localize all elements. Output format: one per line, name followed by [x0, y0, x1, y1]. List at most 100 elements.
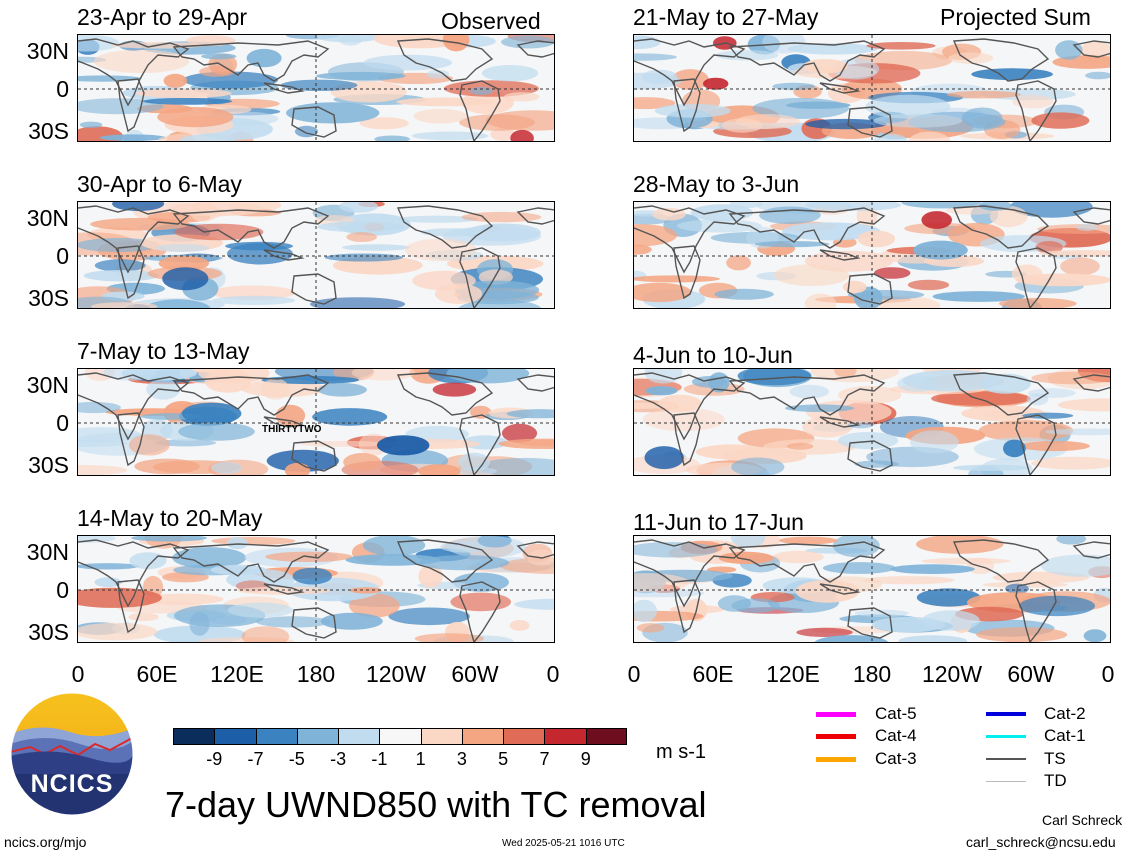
anomaly-blob: [854, 460, 899, 468]
colorbar-tick-label: 9: [580, 749, 591, 769]
legend-label: TD: [1044, 771, 1067, 790]
colorbar: [173, 728, 627, 745]
anomaly-blob: [131, 536, 207, 542]
anomaly-blob: [752, 97, 849, 119]
anomaly-blob: [90, 217, 190, 231]
anomaly-blob: [715, 50, 779, 61]
anomaly-blob: [503, 92, 540, 102]
anomaly-blob: [237, 586, 331, 595]
coastline: [459, 581, 501, 642]
anomaly-blob: [432, 382, 477, 397]
anomaly-blob: [317, 383, 367, 397]
coastline: [459, 80, 501, 141]
legend-swatch-td: [986, 781, 1026, 782]
map-panel-observed-3: [77, 368, 555, 476]
anomaly-blob: [873, 113, 963, 128]
colorbar-tick-label: -7: [247, 749, 264, 769]
anomaly-blob: [485, 110, 554, 131]
anomaly-blob: [343, 453, 381, 472]
map-panel-projected-4: [633, 535, 1111, 643]
coastline: [634, 539, 746, 608]
anomaly-blob: [396, 97, 493, 107]
anomaly-blob: [907, 279, 950, 291]
lon-label: 0: [546, 661, 560, 687]
lon-label: 60E: [136, 661, 178, 687]
colorbar-tick-label: 5: [498, 749, 509, 769]
coastline: [396, 372, 494, 416]
anomaly-blob: [1015, 273, 1110, 287]
coastline: [952, 38, 1050, 82]
anomaly-blob: [913, 240, 968, 260]
anomaly-blob: [1031, 371, 1110, 385]
colorbar-swatch: [503, 728, 546, 745]
website-link[interactable]: ncics.org/mjo: [4, 834, 87, 850]
coastline: [847, 273, 893, 305]
anomaly-blob: [78, 427, 142, 443]
anomaly-blob: [286, 102, 380, 124]
colorbar-tick-label: 3: [456, 749, 467, 769]
anomaly-blob: [922, 610, 980, 631]
email-link[interactable]: carl_schreck@ncsu.edu: [966, 834, 1116, 850]
anomaly-blob: [112, 202, 165, 212]
anomaly-blob: [962, 107, 1003, 129]
coastline: [819, 82, 861, 94]
coastline: [516, 40, 554, 58]
lat-label: 30S: [28, 452, 69, 478]
panel-title: 23-Apr to 29-Apr: [77, 4, 248, 30]
anomaly-blob: [172, 547, 247, 569]
coastline: [78, 372, 190, 441]
coastline: [117, 412, 145, 467]
anomaly-blob: [315, 35, 382, 43]
lon-label: 120W: [921, 661, 983, 687]
lon-label: 120E: [766, 661, 820, 687]
anomaly-blob: [320, 612, 383, 630]
anomaly-blob: [374, 135, 410, 141]
coastline: [291, 440, 337, 472]
anomaly-blob: [341, 244, 411, 251]
anomaly-blob: [154, 244, 210, 252]
coastline: [396, 38, 494, 82]
coastline: [634, 205, 746, 274]
coastline: [263, 583, 305, 595]
anomaly-blob: [847, 290, 925, 300]
anomaly-blob: [99, 134, 166, 141]
panel-title: 11-Jun to 17-Jun: [633, 509, 804, 535]
anomaly-blob: [772, 550, 824, 564]
anomaly-blob: [1022, 412, 1074, 419]
anomaly-blob: [931, 391, 1031, 406]
colorbar-swatch: [461, 728, 505, 745]
anomaly-blob: [1045, 428, 1110, 436]
anomaly-blob: [804, 293, 837, 308]
anomaly-blob: [316, 71, 406, 81]
anomaly-blob: [261, 378, 290, 400]
anomaly-blob: [157, 107, 234, 128]
coastline: [291, 273, 337, 305]
coastline: [172, 40, 330, 82]
wind-anomaly-map: [634, 202, 1110, 308]
anomaly-blob: [735, 114, 800, 129]
anomaly-blob: [1031, 112, 1090, 129]
anomaly-blob: [482, 65, 539, 82]
anomaly-blob: [414, 633, 484, 642]
anomaly-blob: [634, 402, 678, 409]
anomaly-blob: [718, 551, 774, 564]
anomaly-blob: [838, 385, 902, 405]
lon-label: 120E: [210, 661, 264, 687]
lat-label: 0: [56, 577, 69, 603]
anomaly-blob: [346, 232, 378, 242]
anomaly-blob: [910, 430, 959, 454]
anomaly-blob: [863, 576, 955, 585]
coastline: [952, 372, 1050, 416]
anomaly-blob: [447, 536, 526, 559]
anomaly-blob: [324, 253, 403, 262]
anomaly-blob: [642, 407, 725, 432]
colorbar-tick-label: -9: [206, 749, 223, 769]
anomaly-blob: [210, 461, 242, 474]
panel-title: 28-May to 3-Jun: [633, 171, 800, 197]
anomaly-blob: [266, 449, 339, 472]
anomaly-blob: [634, 542, 718, 558]
lat-label: 30N: [26, 372, 69, 398]
panel-title: 21-May to 27-May: [633, 4, 819, 30]
anomaly-blob: [971, 68, 1053, 81]
lon-label: 180: [296, 661, 336, 687]
